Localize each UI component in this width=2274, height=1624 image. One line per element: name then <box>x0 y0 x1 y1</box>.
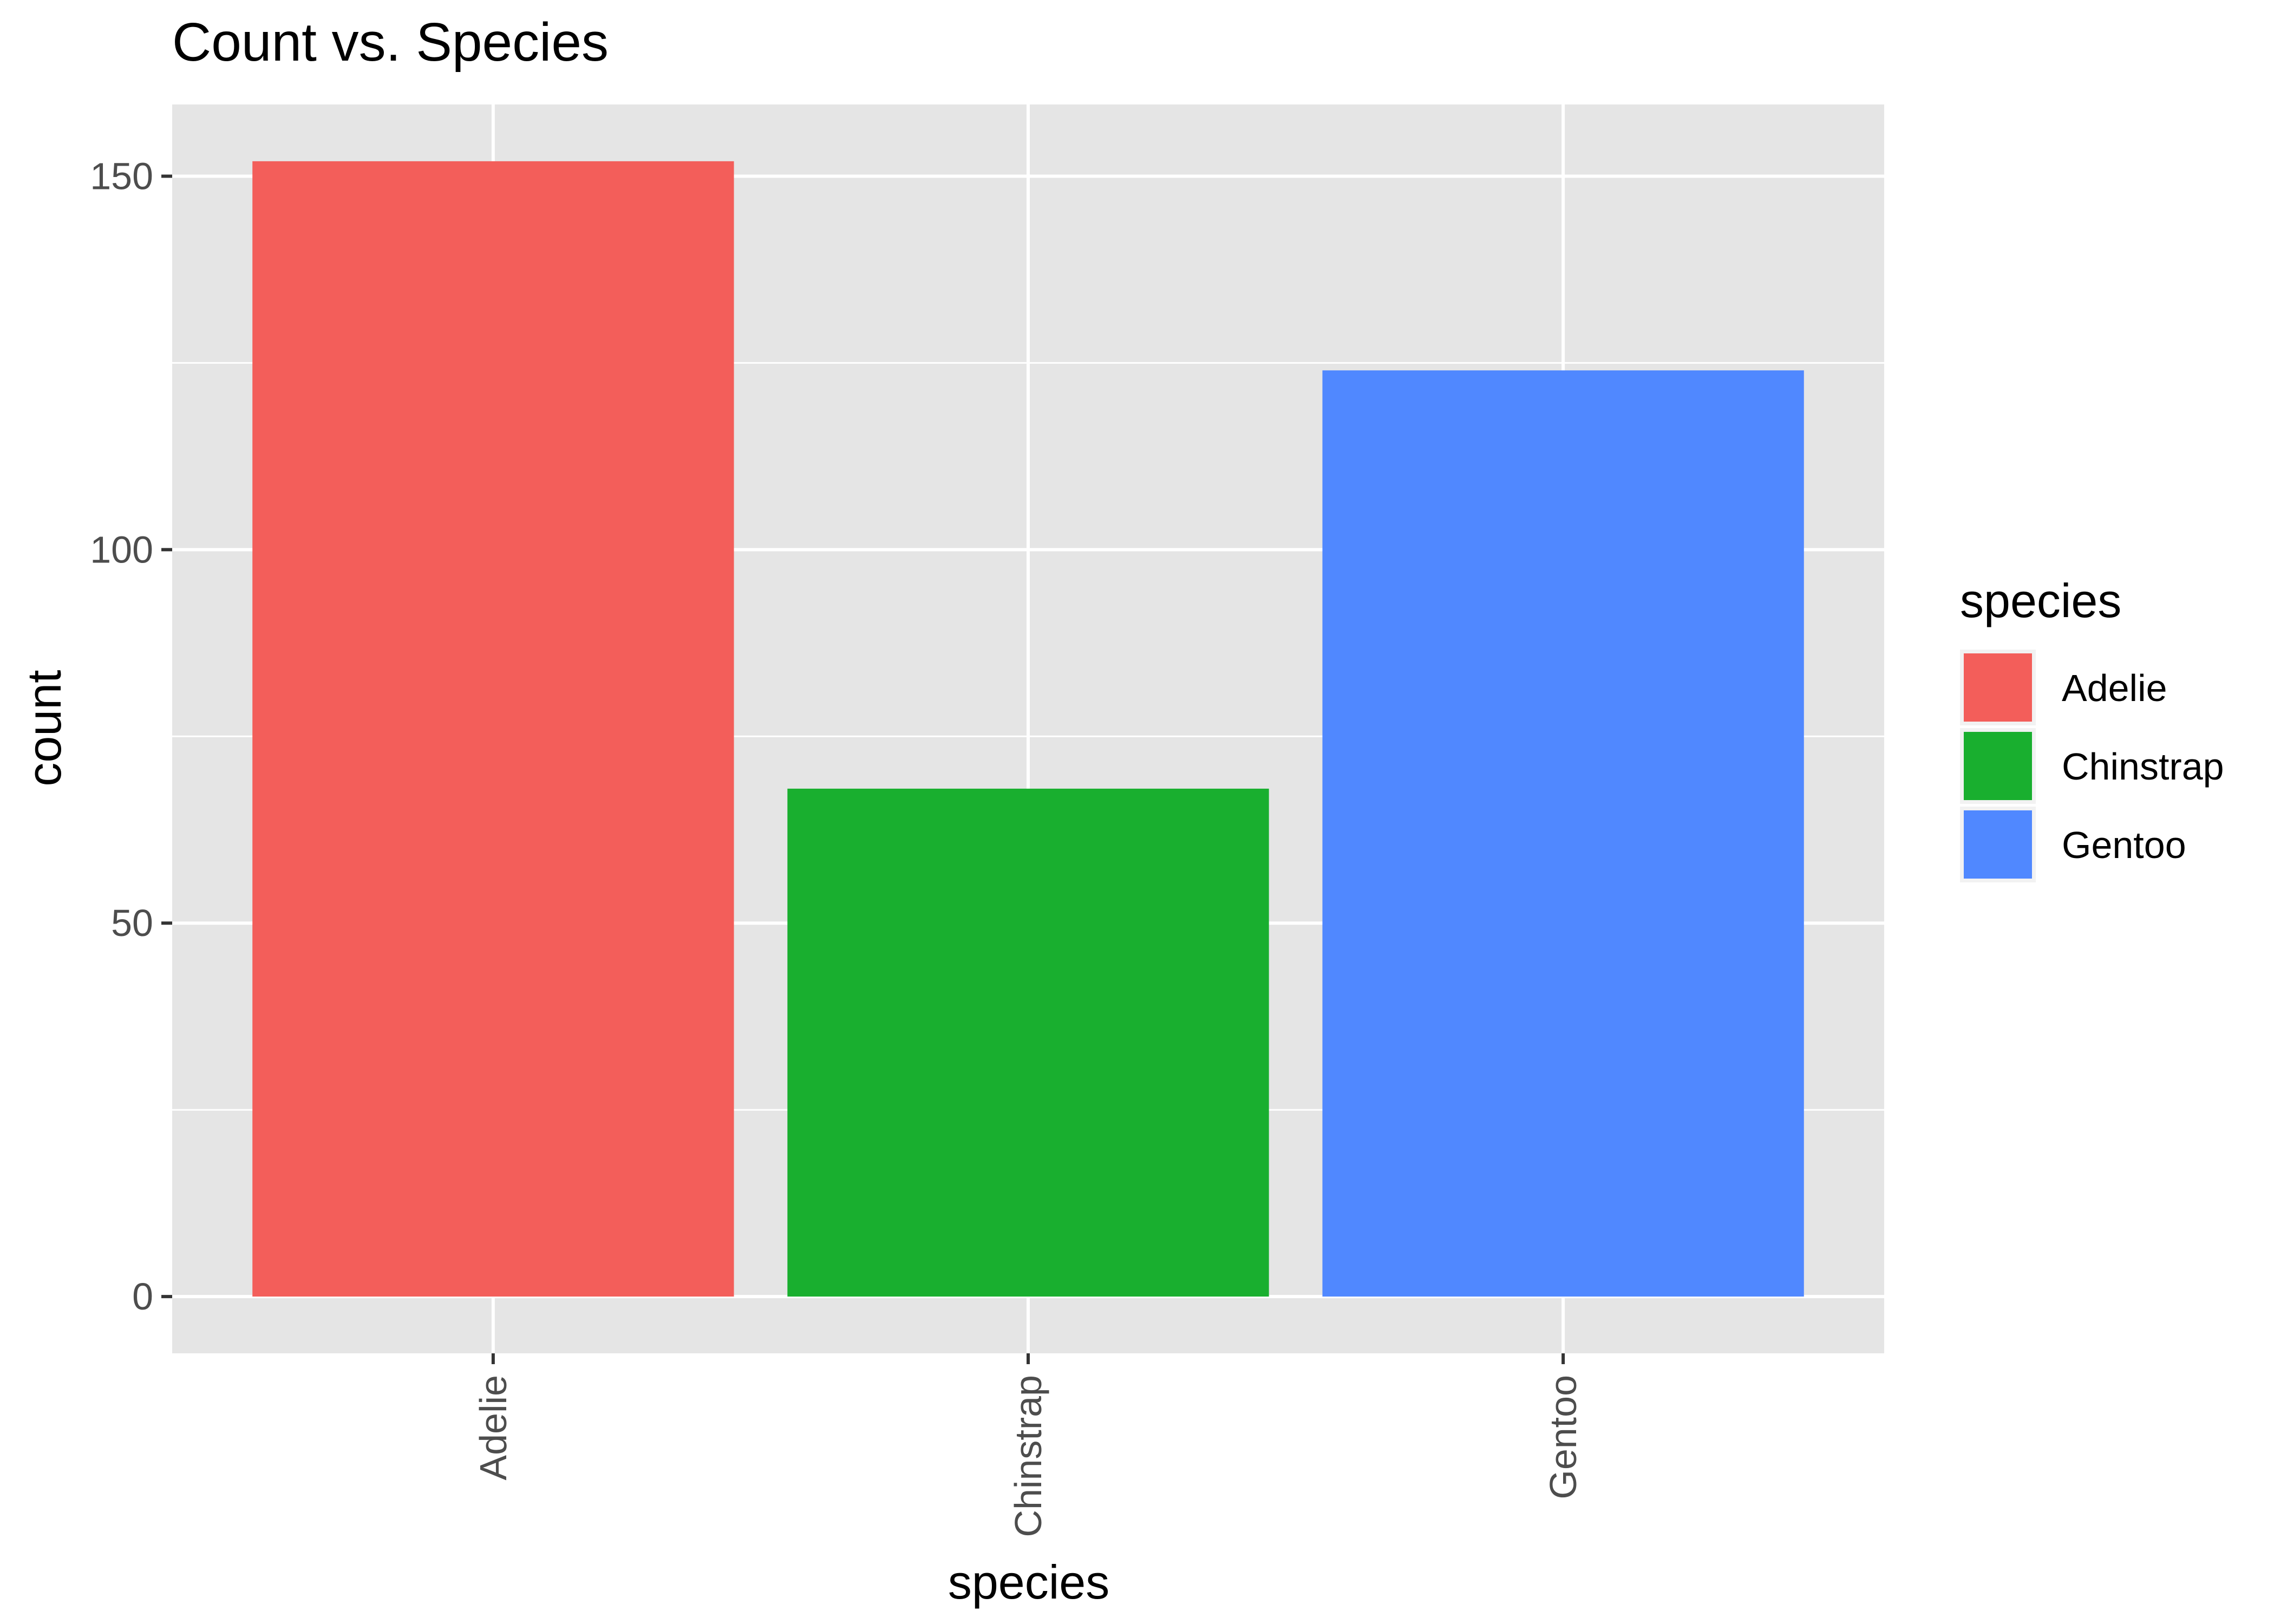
x-axis-label: species <box>948 1555 1109 1609</box>
bar-gentoo <box>1322 370 1804 1297</box>
legend-label-chinstrap: Chinstrap <box>2062 745 2224 788</box>
y-axis: 0 50 100 150 <box>90 155 172 1318</box>
legend-label-gentoo: Gentoo <box>2062 824 2186 866</box>
legend-items: Adelie Chinstrap Gentoo <box>1960 650 2224 882</box>
legend-swatch-adelie <box>1964 653 2032 722</box>
bar-chinstrap <box>787 788 1269 1297</box>
x-axis: Adelie Chinstrap Gentoo <box>472 1353 1584 1537</box>
legend-title: species <box>1960 574 2121 627</box>
legend-swatch-chinstrap <box>1964 732 2032 800</box>
legend-swatch-gentoo <box>1964 810 2032 879</box>
y-tick-label: 0 <box>132 1275 153 1318</box>
x-tick-label: Chinstrap <box>1007 1375 1049 1537</box>
y-tick-label: 150 <box>90 155 153 197</box>
x-tick-label: Gentoo <box>1542 1375 1584 1499</box>
bar-adelie <box>252 161 734 1297</box>
legend: species Adelie Chinstrap Gentoo <box>1960 574 2224 882</box>
bars <box>252 161 1804 1297</box>
x-tick-label: Adelie <box>472 1375 514 1481</box>
chart-title: Count vs. Species <box>172 12 609 73</box>
y-tick-label: 50 <box>111 902 153 944</box>
y-axis-label: count <box>17 670 71 786</box>
legend-label-adelie: Adelie <box>2062 667 2167 709</box>
y-tick-label: 100 <box>90 528 153 571</box>
